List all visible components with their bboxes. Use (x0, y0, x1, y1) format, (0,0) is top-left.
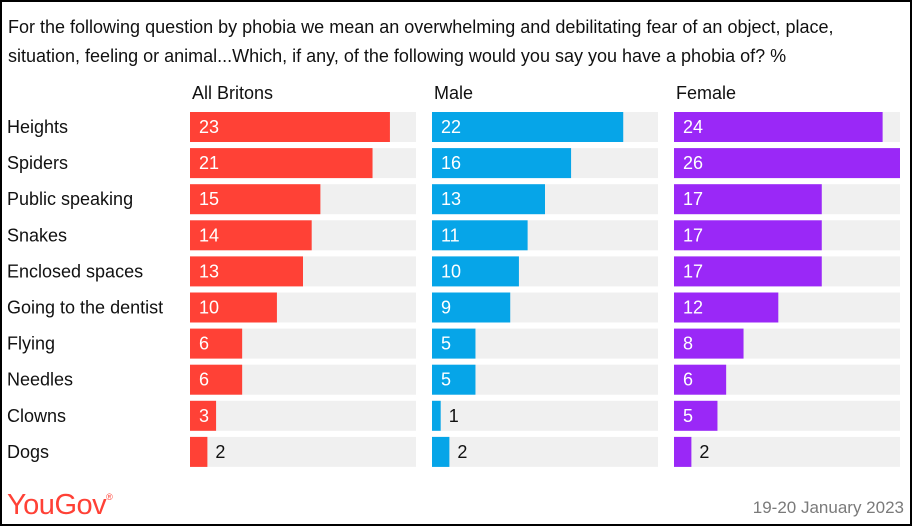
bar-male-heights (432, 112, 624, 142)
data-label-male-spiders: 16 (441, 153, 461, 173)
bar-track-female-dogs (674, 436, 900, 467)
bar-female-flying (674, 328, 744, 359)
data-label-all-britons-flying: 6 (199, 334, 209, 354)
category-label-enclosed-spaces: Enclosed spaces (7, 261, 143, 281)
bar-track-all-britons-clowns (190, 400, 416, 431)
bar-male-spiders (432, 148, 572, 179)
bar-all-britons-enclosed-spaces (190, 256, 303, 287)
bar-male-enclosed-spaces (432, 256, 519, 287)
category-label-spiders: Spiders (7, 153, 68, 173)
series-header-male: Male (434, 83, 473, 103)
data-label-male-clowns: 1 (449, 406, 459, 426)
category-label-needles: Needles (7, 370, 73, 390)
category-label-dogs: Dogs (7, 442, 49, 462)
data-label-male-flying: 5 (441, 334, 451, 354)
data-label-male-dogs: 2 (457, 442, 467, 462)
data-label-female-needles: 6 (683, 370, 693, 390)
data-label-male-enclosed-spaces: 10 (441, 261, 461, 281)
category-label-public-speaking: Public speaking (7, 189, 133, 209)
data-label-female-flying: 8 (683, 334, 693, 354)
data-label-female-dogs: 2 (699, 442, 709, 462)
bar-female-clowns (674, 400, 718, 431)
bar-male-flying (432, 328, 476, 359)
brand-mark: ® (106, 492, 113, 502)
data-label-all-britons-dogs: 2 (215, 442, 225, 462)
survey-date: 19-20 January 2023 (752, 498, 904, 517)
bar-male-clowns (432, 400, 441, 431)
data-label-female-going-to-the-dentist: 12 (683, 298, 703, 318)
data-label-all-britons-spiders: 21 (199, 153, 219, 173)
bar-track-all-britons-dogs (190, 436, 416, 467)
bar-all-britons-flying (190, 328, 243, 359)
data-label-female-snakes: 17 (683, 225, 703, 245)
bar-all-britons-public-speaking (190, 184, 321, 215)
data-label-female-enclosed-spaces: 17 (683, 261, 703, 281)
bar-track-male-clowns (432, 400, 658, 431)
category-label-heights: Heights (7, 117, 68, 137)
bar-all-britons-needles (190, 364, 243, 395)
bar-male-dogs (432, 436, 450, 467)
series-header-female: Female (676, 83, 736, 103)
category-label-snakes: Snakes (7, 225, 67, 245)
bar-male-needles (432, 364, 476, 395)
category-label-clowns: Clowns (7, 406, 66, 426)
bar-female-spiders (674, 148, 900, 179)
category-label-flying: Flying (7, 334, 55, 354)
bar-all-britons-heights (190, 112, 390, 142)
bar-male-going-to-the-dentist (432, 292, 511, 323)
data-label-all-britons-enclosed-spaces: 13 (199, 261, 219, 281)
data-label-all-britons-clowns: 3 (199, 406, 209, 426)
data-label-male-public-speaking: 13 (441, 189, 461, 209)
data-label-male-heights: 22 (441, 117, 461, 137)
data-label-all-britons-snakes: 14 (199, 225, 219, 245)
data-label-male-needles: 5 (441, 370, 451, 390)
bar-male-snakes (432, 220, 528, 251)
bar-female-needles (674, 364, 727, 395)
data-label-female-clowns: 5 (683, 406, 693, 426)
data-label-female-heights: 24 (683, 117, 703, 137)
bar-female-going-to-the-dentist (674, 292, 779, 323)
brand-name: YouGov (7, 489, 107, 521)
question-text: For the following question by phobia we … (8, 17, 834, 66)
bar-female-dogs (674, 436, 692, 467)
data-label-female-spiders: 26 (683, 153, 703, 173)
bar-all-britons-dogs (190, 436, 208, 467)
yougov-logo: YouGov® (7, 489, 113, 522)
bar-all-britons-clowns (190, 400, 217, 431)
category-label-going-to-the-dentist: Going to the dentist (7, 298, 163, 318)
bar-female-public-speaking (674, 184, 822, 215)
bar-female-enclosed-spaces (674, 256, 822, 287)
bar-female-snakes (674, 220, 822, 251)
data-label-female-public-speaking: 17 (683, 189, 703, 209)
bar-male-public-speaking (432, 184, 545, 215)
bar-all-britons-spiders (190, 148, 373, 179)
bar-track-male-dogs (432, 436, 658, 467)
series-header-all-britons: All Britons (192, 83, 273, 103)
data-label-male-snakes: 11 (441, 225, 460, 245)
data-label-all-britons-public-speaking: 15 (199, 189, 219, 209)
data-label-male-going-to-the-dentist: 9 (441, 298, 451, 318)
data-label-all-britons-going-to-the-dentist: 10 (199, 298, 219, 318)
data-label-all-britons-heights: 23 (199, 117, 219, 137)
bar-all-britons-going-to-the-dentist (190, 292, 277, 323)
bar-all-britons-snakes (190, 220, 312, 251)
data-label-all-britons-needles: 6 (199, 370, 209, 390)
bar-female-heights (674, 112, 883, 142)
